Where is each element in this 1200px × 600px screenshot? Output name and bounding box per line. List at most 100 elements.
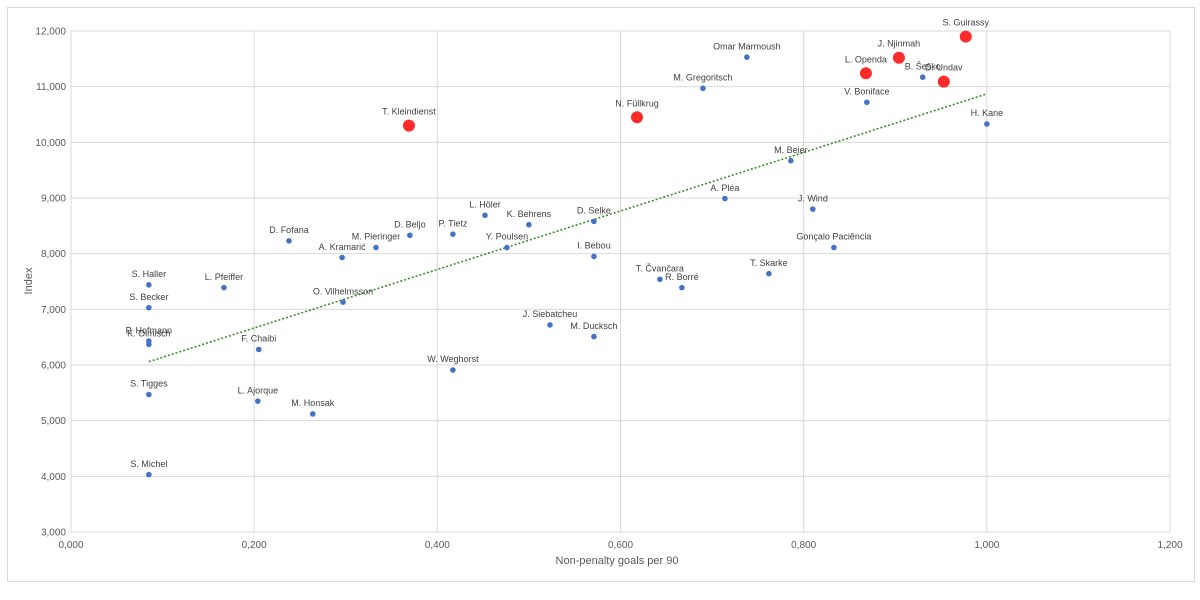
data-point — [255, 398, 261, 404]
y-tick-label: 4,000 — [41, 472, 66, 483]
data-label: D. Selke — [577, 206, 611, 216]
chart-area — [7, 7, 1195, 582]
data-point — [959, 30, 972, 43]
data-label: B. Šeško — [905, 61, 941, 71]
data-label: Y. Poulsen — [486, 232, 528, 242]
data-label: F. Chaibi — [241, 334, 276, 344]
data-point — [679, 284, 685, 291]
data-label: Omar Marmoush — [713, 41, 781, 51]
data-point — [744, 54, 750, 60]
data-label: W. Weghorst — [427, 354, 479, 364]
data-point — [146, 391, 152, 398]
data-label: T. Kleindienst — [382, 107, 436, 117]
data-label: K. Olmisch — [127, 329, 171, 339]
data-label: H. Kane — [971, 108, 1004, 118]
data-label: M. Pieringer — [352, 232, 401, 242]
data-point — [340, 299, 346, 305]
data-point — [146, 471, 152, 478]
trendline — [148, 93, 988, 363]
data-label: L. Höler — [469, 199, 501, 209]
data-label: J. Wind — [798, 193, 828, 203]
y-tick-label: 11,000 — [36, 82, 66, 93]
data-point — [526, 221, 532, 228]
data-label: R. Borré — [665, 272, 699, 282]
data-label: D. Beljo — [394, 219, 426, 229]
data-point — [407, 232, 413, 239]
data-point — [591, 218, 597, 225]
data-point — [831, 244, 837, 251]
data-label: P. Hofmann — [126, 325, 172, 335]
data-point — [864, 99, 870, 106]
x-axis-title: Non-penalty goals per 90 — [556, 555, 679, 567]
data-point — [630, 111, 643, 124]
data-label: J. Njinmah — [878, 39, 921, 49]
data-point — [722, 195, 728, 202]
data-label: Gonçalo Paciência — [796, 232, 871, 242]
data-label: D. Fofana — [269, 225, 309, 235]
data-point — [810, 206, 816, 212]
data-label: T. Skarke — [750, 258, 788, 268]
y-tick-label: 3,000 — [41, 528, 66, 539]
data-point — [984, 121, 990, 127]
data-point — [937, 75, 950, 88]
data-label: K. Behrens — [507, 209, 552, 219]
data-label: V. Boniface — [844, 86, 889, 96]
data-point — [919, 74, 926, 81]
x-tick-label: 0,000 — [58, 540, 83, 551]
data-label: D. Undav — [925, 63, 963, 73]
data-point — [766, 270, 772, 277]
data-label: L. Ajorque — [238, 385, 279, 395]
data-point — [892, 51, 905, 64]
data-label: A. Kramarić — [319, 242, 367, 252]
data-point — [221, 284, 227, 291]
data-point — [591, 333, 597, 340]
data-label: L. Pfeiffer — [205, 272, 243, 282]
data-point — [657, 276, 663, 283]
x-tick-label: 0,600 — [608, 540, 633, 551]
data-label: S. Guirassy — [943, 18, 990, 28]
data-point — [402, 119, 415, 132]
y-tick-label: 9,000 — [41, 194, 66, 205]
y-axis-title: Index — [23, 267, 35, 294]
data-point — [146, 341, 152, 348]
data-point — [859, 67, 872, 80]
data-label: M. Beier — [774, 145, 808, 155]
data-point — [146, 282, 152, 288]
data-point — [700, 85, 706, 92]
data-label: S. Tigges — [130, 379, 168, 389]
data-label: S. Becker — [129, 292, 168, 302]
tick-labels: 3,000 4,000 5,000 6,000 7,000 8,000 9,000 10,00… — [35, 27, 1183, 552]
data-point — [547, 322, 553, 328]
gridlines — [70, 30, 1171, 533]
data-point — [450, 367, 456, 373]
data-label: M. Honsak — [291, 398, 335, 408]
data-point — [591, 253, 597, 260]
y-tick-label: 7,000 — [41, 305, 66, 316]
data-point — [255, 346, 262, 353]
data-point — [788, 157, 794, 164]
data-label: M. Ducksch — [570, 321, 617, 331]
data-label: O. Vilhelmsson — [313, 286, 373, 296]
data-point — [482, 212, 488, 219]
data-label: T. Čvančara — [636, 263, 684, 273]
x-tick-label: 1,200 — [1157, 540, 1182, 551]
y-tick-label: 8,000 — [41, 249, 66, 260]
data-label: L. Openda — [845, 54, 887, 64]
data-point — [504, 244, 510, 251]
x-tick-label: 0,400 — [425, 540, 450, 551]
y-tick-label: 12,000 — [35, 27, 66, 38]
data-point — [450, 231, 456, 237]
data-label: M. Gregoritsch — [673, 73, 732, 83]
data-label: A. Pléa — [710, 183, 739, 193]
data-label: J. Siebatcheu — [523, 309, 578, 319]
y-tick-label: 6,000 — [41, 361, 66, 372]
data-point — [146, 304, 152, 311]
data-point — [309, 411, 316, 417]
data-point — [286, 238, 292, 244]
data-label: S. Haller — [132, 269, 167, 279]
x-tick-label: 0,800 — [791, 540, 816, 551]
data-label: N. Füllkrug — [615, 98, 659, 108]
data-points: S. Guirassy J. Njinmah B. Šeško L. Openda D.… — [126, 18, 1003, 478]
data-label: I. Bebou — [577, 241, 611, 251]
